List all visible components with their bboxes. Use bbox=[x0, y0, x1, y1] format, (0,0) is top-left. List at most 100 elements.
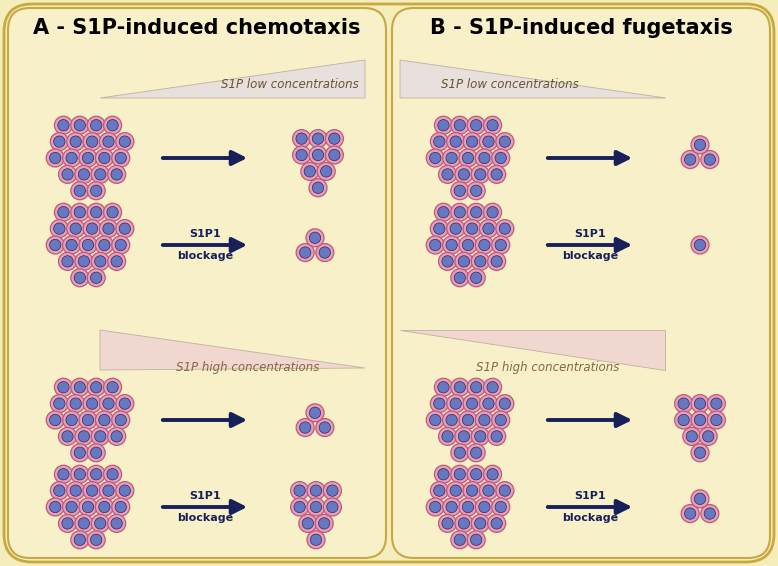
Circle shape bbox=[54, 136, 65, 147]
FancyBboxPatch shape bbox=[4, 4, 774, 562]
Circle shape bbox=[79, 256, 89, 267]
Circle shape bbox=[79, 411, 97, 429]
Circle shape bbox=[442, 169, 454, 180]
Circle shape bbox=[454, 272, 465, 284]
Circle shape bbox=[75, 427, 93, 445]
Circle shape bbox=[463, 220, 481, 238]
Circle shape bbox=[310, 232, 321, 243]
Circle shape bbox=[82, 414, 93, 426]
Circle shape bbox=[91, 165, 109, 183]
Circle shape bbox=[430, 132, 448, 151]
Circle shape bbox=[471, 119, 482, 131]
Circle shape bbox=[487, 381, 498, 393]
Circle shape bbox=[450, 444, 469, 462]
Circle shape bbox=[491, 431, 503, 442]
Circle shape bbox=[96, 236, 114, 254]
Circle shape bbox=[478, 501, 490, 513]
Circle shape bbox=[296, 133, 307, 144]
Circle shape bbox=[74, 272, 86, 284]
Circle shape bbox=[115, 239, 127, 251]
Circle shape bbox=[455, 165, 473, 183]
Circle shape bbox=[450, 223, 461, 234]
Circle shape bbox=[459, 236, 477, 254]
Circle shape bbox=[51, 482, 68, 500]
Circle shape bbox=[74, 447, 86, 458]
Circle shape bbox=[74, 207, 86, 218]
Circle shape bbox=[703, 431, 714, 442]
Circle shape bbox=[496, 395, 513, 413]
Circle shape bbox=[463, 132, 481, 151]
Circle shape bbox=[294, 501, 305, 513]
Circle shape bbox=[50, 239, 61, 251]
Circle shape bbox=[306, 229, 324, 247]
Circle shape bbox=[71, 203, 89, 221]
Circle shape bbox=[468, 116, 485, 134]
Circle shape bbox=[90, 447, 102, 458]
Circle shape bbox=[475, 431, 486, 442]
Text: S1P high concentrations: S1P high concentrations bbox=[476, 362, 620, 375]
Circle shape bbox=[71, 182, 89, 200]
Circle shape bbox=[488, 252, 506, 271]
Circle shape bbox=[58, 514, 76, 533]
Circle shape bbox=[50, 152, 61, 164]
Circle shape bbox=[293, 130, 310, 148]
Circle shape bbox=[103, 378, 121, 396]
Circle shape bbox=[458, 169, 470, 180]
Circle shape bbox=[450, 378, 469, 396]
Circle shape bbox=[439, 165, 457, 183]
Circle shape bbox=[483, 485, 494, 496]
Circle shape bbox=[675, 411, 692, 429]
Circle shape bbox=[107, 119, 118, 131]
Circle shape bbox=[492, 149, 510, 167]
Circle shape bbox=[479, 395, 497, 413]
Circle shape bbox=[711, 414, 722, 426]
Circle shape bbox=[103, 223, 114, 234]
Circle shape bbox=[475, 236, 493, 254]
Circle shape bbox=[454, 381, 465, 393]
Circle shape bbox=[499, 485, 510, 496]
Circle shape bbox=[443, 149, 461, 167]
Circle shape bbox=[433, 223, 445, 234]
Circle shape bbox=[430, 482, 448, 500]
Circle shape bbox=[83, 132, 101, 151]
Circle shape bbox=[87, 444, 105, 462]
Circle shape bbox=[438, 207, 449, 218]
Circle shape bbox=[495, 152, 506, 164]
Circle shape bbox=[471, 514, 489, 533]
Circle shape bbox=[475, 518, 486, 529]
Circle shape bbox=[446, 414, 457, 426]
Circle shape bbox=[87, 465, 105, 483]
Circle shape bbox=[475, 169, 486, 180]
Circle shape bbox=[310, 534, 321, 546]
Text: S1P low concentrations: S1P low concentrations bbox=[221, 79, 359, 92]
Circle shape bbox=[468, 531, 485, 549]
Circle shape bbox=[685, 154, 696, 165]
Circle shape bbox=[66, 152, 77, 164]
Circle shape bbox=[488, 427, 506, 445]
Circle shape bbox=[483, 223, 494, 234]
Circle shape bbox=[71, 531, 89, 549]
Circle shape bbox=[463, 482, 481, 500]
Circle shape bbox=[429, 414, 441, 426]
Circle shape bbox=[491, 169, 503, 180]
Circle shape bbox=[325, 146, 343, 164]
Circle shape bbox=[484, 378, 502, 396]
Circle shape bbox=[458, 518, 470, 529]
Circle shape bbox=[310, 485, 321, 496]
Circle shape bbox=[95, 518, 106, 529]
Circle shape bbox=[471, 427, 489, 445]
Circle shape bbox=[79, 236, 97, 254]
Circle shape bbox=[103, 203, 121, 221]
Circle shape bbox=[66, 501, 77, 513]
Circle shape bbox=[67, 132, 85, 151]
Circle shape bbox=[329, 133, 340, 144]
Circle shape bbox=[468, 378, 485, 396]
Circle shape bbox=[439, 252, 457, 271]
Text: S1P1: S1P1 bbox=[574, 229, 606, 239]
Circle shape bbox=[468, 269, 485, 287]
Circle shape bbox=[434, 116, 453, 134]
Circle shape bbox=[90, 185, 102, 196]
Circle shape bbox=[675, 395, 692, 413]
Circle shape bbox=[79, 169, 89, 180]
Circle shape bbox=[492, 498, 510, 516]
